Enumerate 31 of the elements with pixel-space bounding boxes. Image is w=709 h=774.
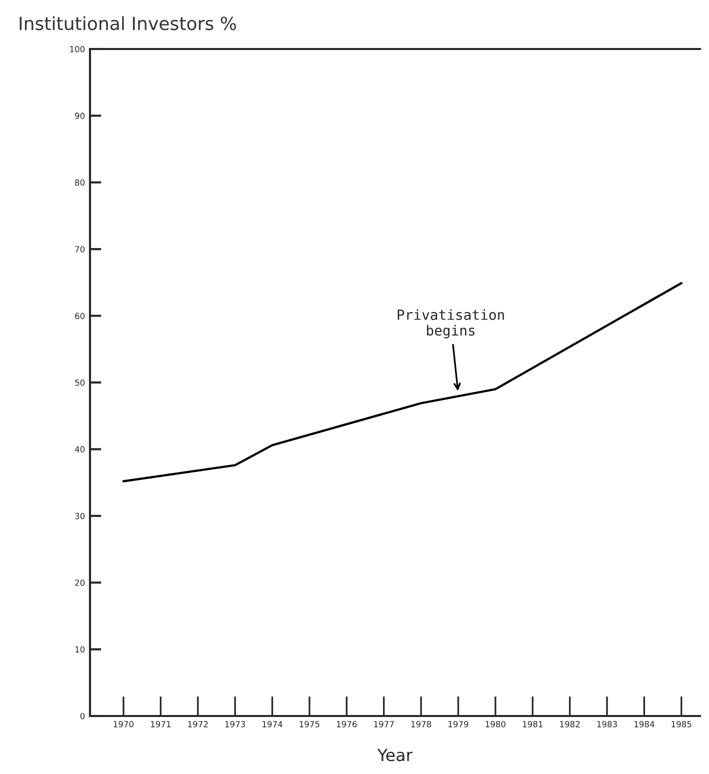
x-tick-label: 1975 (300, 721, 320, 728)
y-tick-label: 80 (75, 179, 85, 186)
y-tick-label: 100 (70, 46, 85, 52)
x-tick-label: 1982 (560, 721, 580, 728)
y-tick-label: 40 (74, 446, 85, 452)
x-tick-label: 1973 (225, 721, 245, 728)
x-tick-label: 1978 (411, 721, 432, 728)
y-tick-label: 50 (75, 379, 85, 386)
y-tick-label: 60 (75, 312, 85, 320)
y-tick-label: 20 (75, 580, 85, 586)
x-tick-label: 1984 (634, 721, 654, 728)
x-tick-label: 1981 (522, 721, 542, 728)
x-tick-label: 1980 (486, 721, 506, 728)
x-tick-label: 1985 (672, 721, 692, 728)
y-tick-label: 30 (75, 512, 85, 520)
y-tick-label: 0 (80, 712, 85, 720)
x-tick-label: 1971 (150, 721, 171, 728)
x-axis-title: Year (377, 748, 413, 762)
x-tick-label: 1970 (114, 721, 134, 728)
annotation: Privatisation begins (398, 309, 504, 338)
x-tick-label: 1979 (448, 721, 468, 728)
x-tick-label: 1977 (374, 721, 394, 728)
y-tick-label: 10 (75, 646, 85, 653)
y-tick-label: 90 (75, 112, 85, 119)
x-tick-label: 1976 (336, 721, 357, 728)
x-tick-label: 1974 (262, 721, 282, 728)
y-tick-label: 70 (75, 246, 85, 252)
x-tick-label: 1972 (188, 721, 208, 728)
line-series (122, 282, 683, 482)
x-tick-label: 1983 (597, 721, 617, 728)
chart-title: Institutional Investors % (20, 16, 236, 30)
